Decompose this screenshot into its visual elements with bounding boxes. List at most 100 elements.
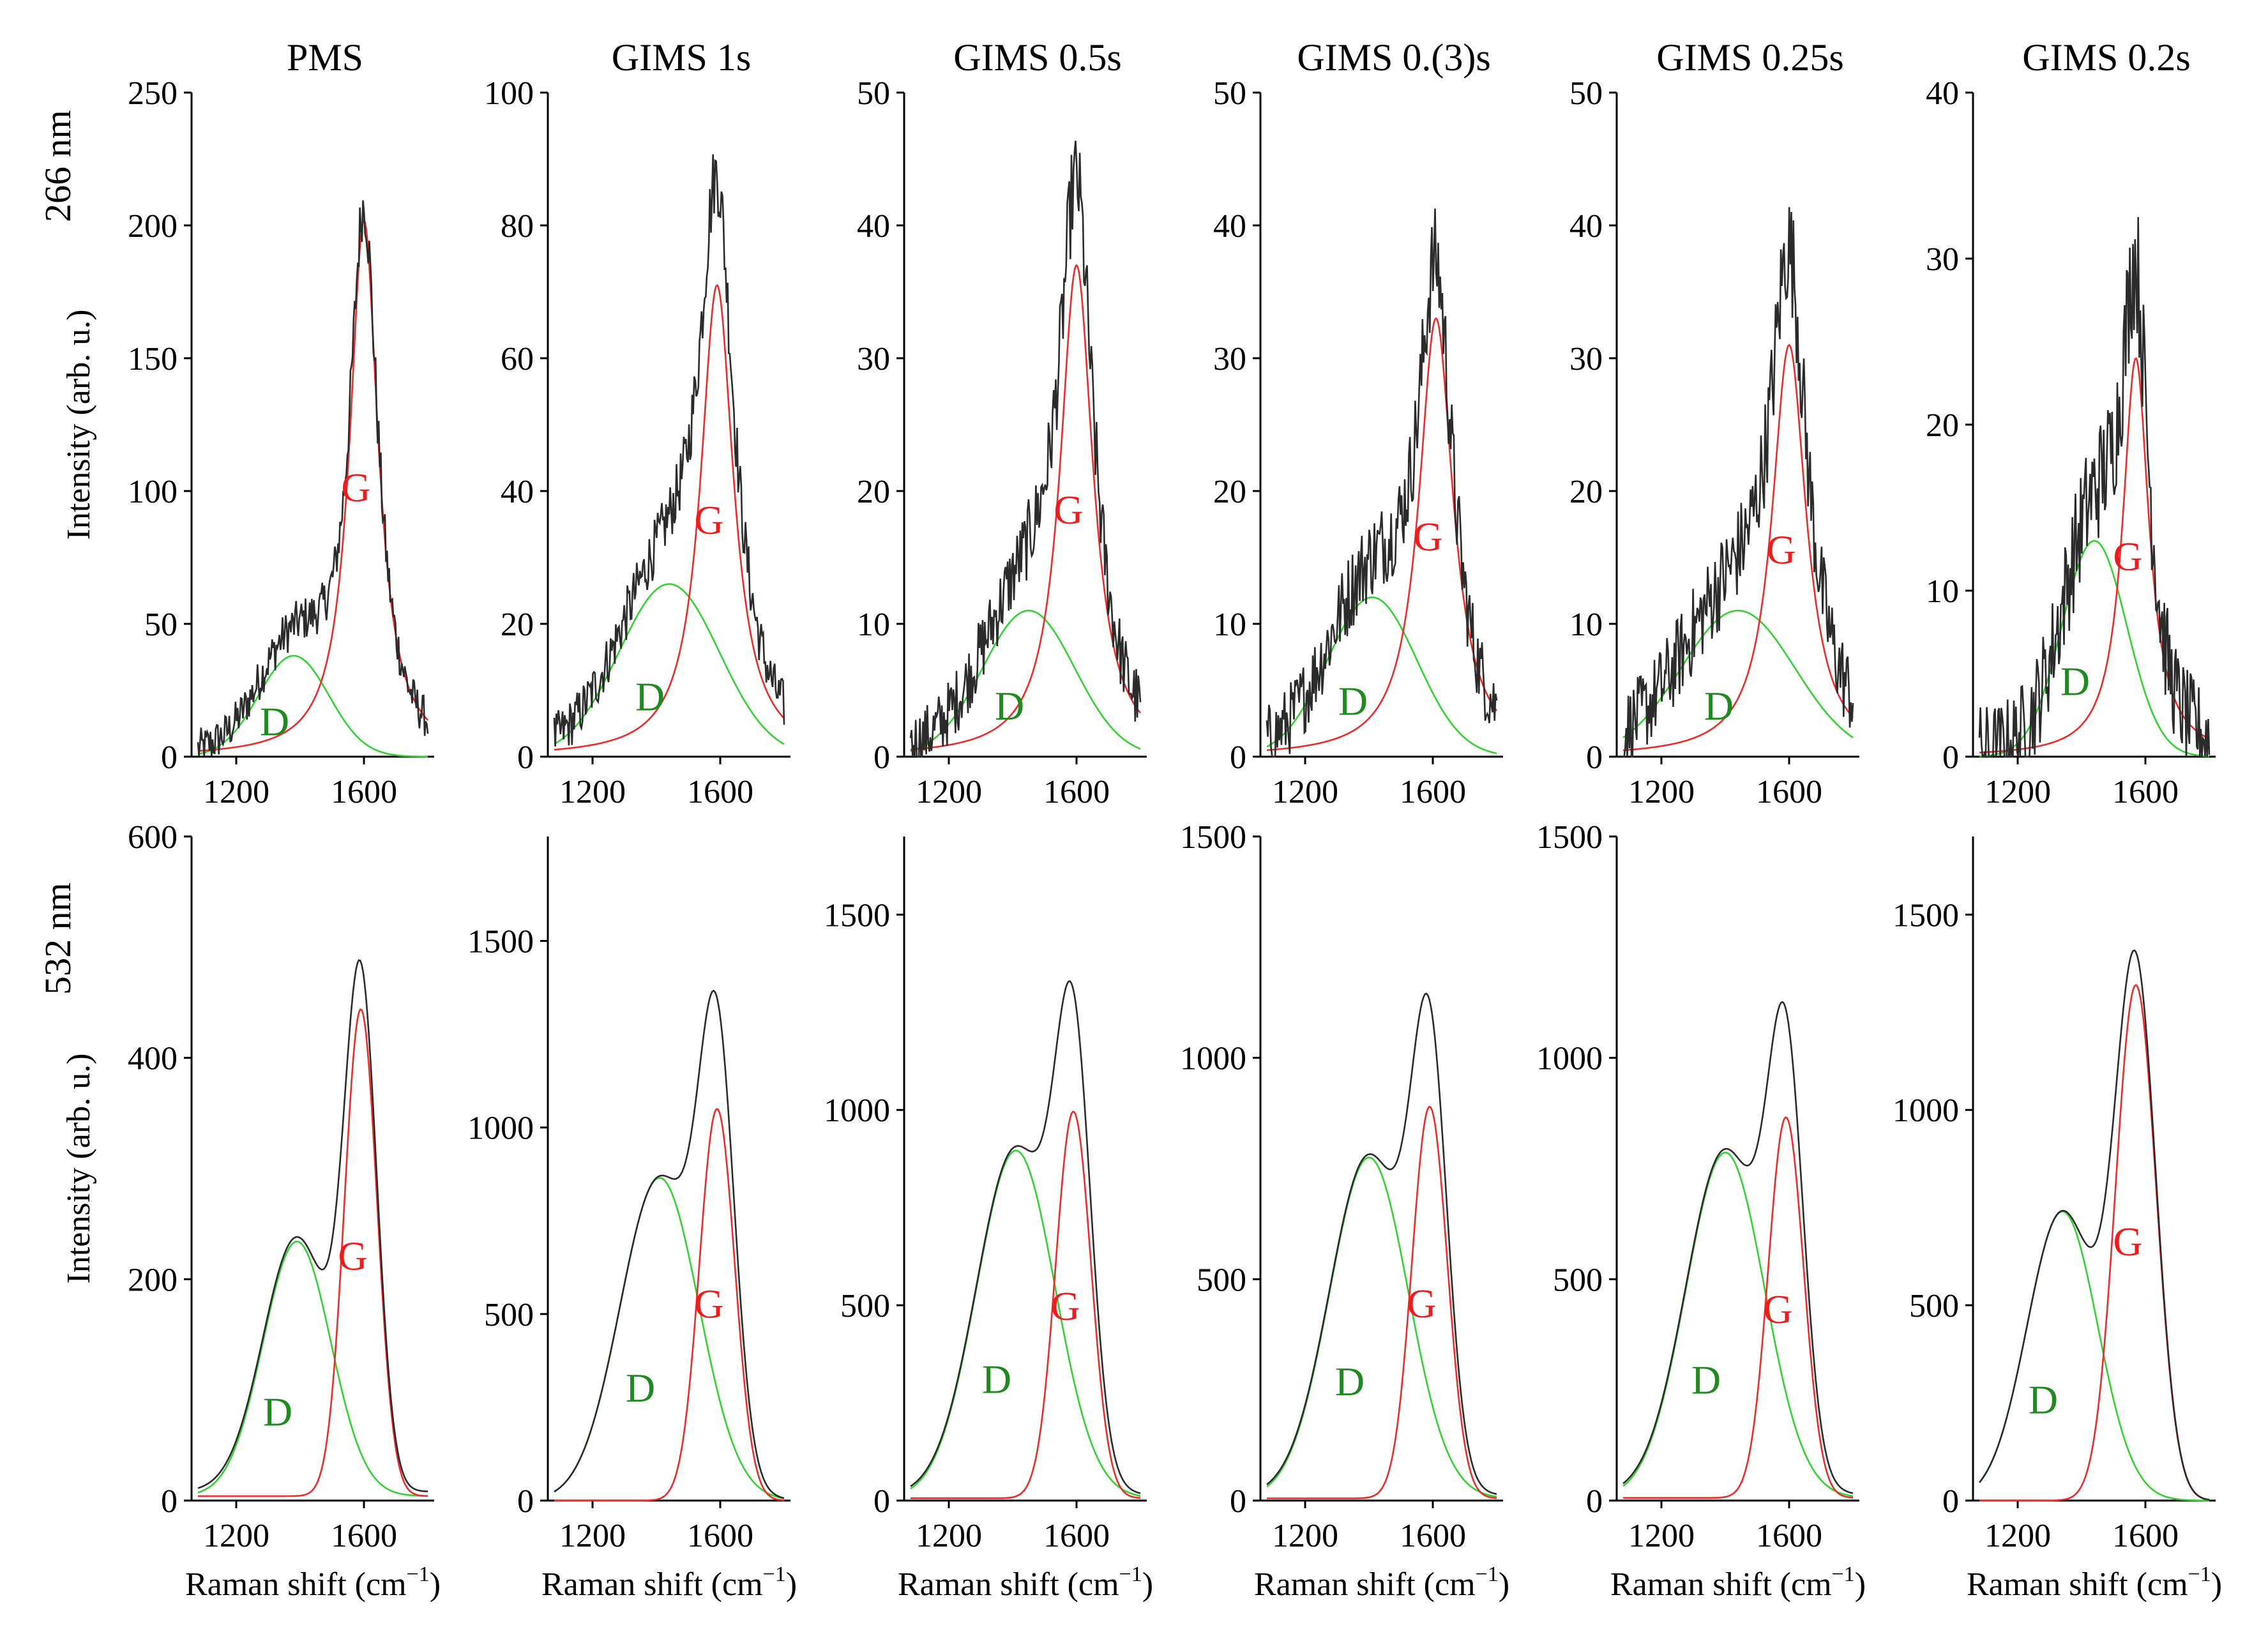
series-g-band <box>1622 344 1854 752</box>
x-axis-label: Raman shift (cm−1) <box>1967 1563 2222 1603</box>
peak-label-d: D <box>260 699 289 745</box>
x-tick-label: 1200 <box>1628 1518 1695 1554</box>
series-total-spectrum <box>1266 992 1497 1495</box>
peak-label-d: D <box>1335 1359 1365 1404</box>
peak-label-d: D <box>1691 1358 1721 1403</box>
panel-title: GIMS 0.25s <box>1656 36 1843 79</box>
y-tick-label: 40 <box>1926 75 1959 112</box>
series-d-band <box>554 1177 785 1499</box>
y-tick-label: 600 <box>128 819 178 856</box>
x-axis-label: Raman shift (cm−1) <box>1610 1563 1866 1603</box>
y-axis-label: Intensity (arb. u.) <box>61 1053 97 1283</box>
row-label-266nm: 266 nm <box>37 110 79 222</box>
y-tick-label: 10 <box>1213 607 1246 643</box>
x-tick-label: 1600 <box>1756 1518 1822 1554</box>
y-tick-label: 30 <box>1569 341 1603 377</box>
x-tick-label: 1200 <box>1628 774 1695 810</box>
y-tick-label: 50 <box>144 607 178 643</box>
panel-532-nm-3: 0 500 1000 1500 1200 1600 Raman shift (cm−1) DG <box>824 836 1153 1603</box>
y-tick-label: 0 <box>1586 1483 1603 1520</box>
x-tick-label: 1600 <box>687 1518 753 1554</box>
panel-266-nm-5: 0 10 20 30 40 50 1200 1600 GIMS 0.25s D G <box>1569 36 1859 810</box>
peak-label-d: D <box>635 674 665 719</box>
x-tick-label: 1200 <box>1984 1518 2051 1554</box>
x-tick-label: 1200 <box>559 774 626 810</box>
series-d-band <box>197 655 428 758</box>
y-tick-label: 0 <box>1942 739 1959 776</box>
peak-label-g: G <box>1766 527 1796 573</box>
panel-title: PMS <box>287 36 363 79</box>
x-tick-label: 1600 <box>687 774 753 810</box>
y-tick-label: 0 <box>1942 1483 1959 1520</box>
y-tick-label: 0 <box>1230 739 1246 776</box>
y-tick-label: 10 <box>1926 573 1959 610</box>
series-total-spectrum <box>1266 208 1498 758</box>
series-total-spectrum <box>1978 216 2211 759</box>
x-tick-label: 1600 <box>2112 1518 2179 1554</box>
y-tick-label: 0 <box>1230 1483 1246 1520</box>
peak-label-g: G <box>2113 534 2142 579</box>
y-tick-label: 150 <box>128 341 178 377</box>
y-tick-label: 1500 <box>467 924 534 960</box>
panel-532-nm-2: 0 500 1000 1500 1200 1600 Raman shift (cm−1) DG <box>467 836 797 1603</box>
series-g-band <box>1267 1105 1497 1499</box>
series-total-spectrum <box>197 200 429 757</box>
row-label-532nm: 532 nm <box>37 882 79 995</box>
y-tick-label: 1000 <box>1893 1093 1959 1129</box>
series-d-band <box>1622 609 1854 739</box>
y-tick-label: 1000 <box>824 1093 890 1129</box>
peak-label-g: G <box>338 1234 367 1279</box>
x-tick-label: 1200 <box>1272 1518 1338 1554</box>
x-tick-label: 1200 <box>203 774 269 810</box>
peak-label-d: D <box>2029 1377 2058 1423</box>
series-d-band <box>1978 1210 2209 1502</box>
series-total-spectrum <box>553 154 785 747</box>
y-tick-label: 20 <box>857 474 890 510</box>
y-tick-label: 40 <box>857 208 890 245</box>
x-tick-label: 1200 <box>559 1518 626 1554</box>
peak-label-d: D <box>995 683 1024 729</box>
peak-label-d: D <box>1338 679 1368 724</box>
series-total-spectrum <box>1622 1001 1854 1494</box>
peak-label-g: G <box>1050 1283 1080 1329</box>
peak-label-g: G <box>341 465 370 510</box>
panel-title: GIMS 0.5s <box>953 36 1121 79</box>
series-d-band <box>1979 540 2209 757</box>
series-g-band <box>554 1108 785 1502</box>
peak-label-g: G <box>1054 487 1083 533</box>
peak-label-g: G <box>694 497 723 543</box>
y-tick-label: 30 <box>1213 341 1246 377</box>
series-total-spectrum <box>1623 207 1854 758</box>
y-tick-label: 200 <box>128 1262 178 1298</box>
series-d-band <box>197 1241 428 1497</box>
y-tick-label: 10 <box>1569 607 1603 643</box>
y-tick-label: 1000 <box>1180 1041 1246 1077</box>
x-tick-label: 1600 <box>2112 774 2179 810</box>
y-tick-label: 1500 <box>1893 897 1959 934</box>
series-total-spectrum <box>197 959 428 1492</box>
peak-label-g: G <box>1407 1281 1436 1326</box>
y-tick-label: 500 <box>1909 1288 1959 1324</box>
x-tick-label: 1600 <box>1756 774 1822 810</box>
series-d-band <box>910 609 1141 752</box>
y-tick-label: 0 <box>1586 739 1603 776</box>
peak-label-g: G <box>694 1281 723 1326</box>
y-tick-label: 0 <box>517 1483 534 1520</box>
panel-266-nm-2: 0 20 40 60 80 100 1200 1600 GIMS 1s D G <box>484 36 790 810</box>
series-d-band <box>1266 1156 1497 1498</box>
x-tick-label: 1200 <box>916 1518 982 1554</box>
x-tick-label: 1200 <box>1272 774 1338 810</box>
y-tick-label: 30 <box>857 341 890 377</box>
y-tick-label: 20 <box>1926 407 1959 444</box>
y-tick-label: 40 <box>1569 208 1603 245</box>
y-tick-label: 1000 <box>1536 1041 1603 1077</box>
series-g-band <box>1266 317 1498 752</box>
y-tick-label: 100 <box>128 474 178 510</box>
y-tick-label: 100 <box>484 75 534 112</box>
panel-title: GIMS 1s <box>612 36 751 79</box>
x-axis-label: Raman shift (cm−1) <box>185 1563 441 1603</box>
x-tick-label: 1600 <box>331 774 397 810</box>
x-tick-label: 1600 <box>1400 774 1466 810</box>
y-tick-label: 250 <box>128 75 178 112</box>
